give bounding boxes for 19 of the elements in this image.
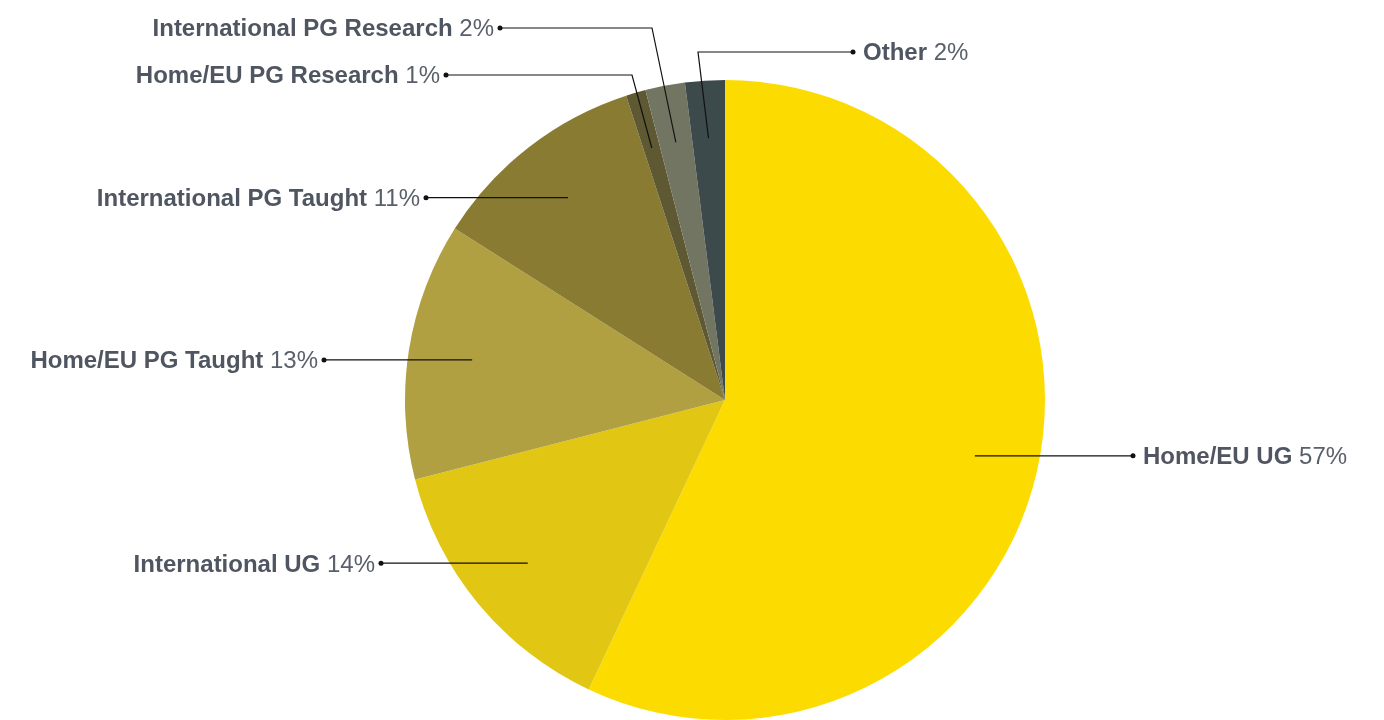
data-label: 14% (320, 549, 375, 577)
slice-label: Home/EU PG Research (135, 61, 399, 89)
data-label: 13% (263, 346, 318, 374)
pie-slice (415, 400, 725, 690)
pie-slice (645, 82, 725, 400)
slice-label: International UG (133, 549, 321, 577)
slice-label: Home/EU PG Taught (30, 346, 264, 374)
pie-slice (405, 228, 725, 480)
pie-slice (454, 95, 725, 400)
data-label: 2% (927, 38, 969, 66)
pie-slice (588, 80, 1045, 720)
slice-label: International PG Research (152, 14, 453, 42)
slice-label: Other (863, 38, 928, 66)
slice-label: Home/EU UG (1143, 442, 1293, 470)
data-label: 11% (367, 184, 420, 212)
data-label: 2% (452, 14, 494, 42)
slice-label: International PG Taught (96, 184, 368, 212)
data-label: 57% (1292, 442, 1348, 470)
data-label: 1% (398, 61, 440, 89)
